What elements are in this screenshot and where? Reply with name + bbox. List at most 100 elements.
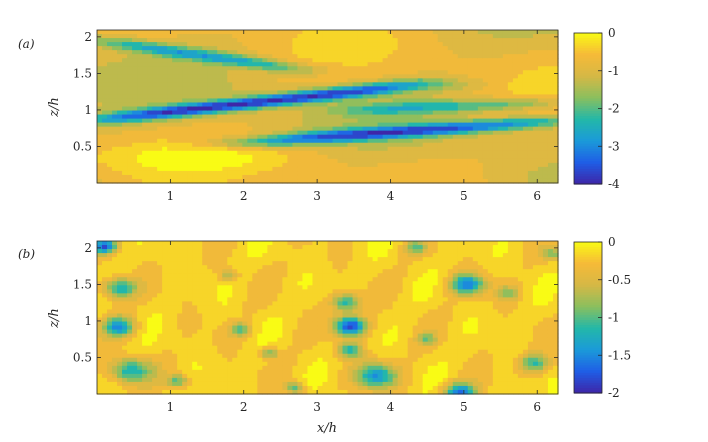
- heatmap-cell: [167, 38, 173, 43]
- heatmap-cell: [212, 341, 218, 347]
- heatmap-cell: [97, 30, 103, 35]
- heatmap-cell: [107, 86, 113, 91]
- heatmap-cell: [512, 146, 519, 152]
- heatmap-cell: [257, 289, 263, 294]
- heatmap-cell: [167, 98, 173, 104]
- heatmap-cell: [127, 74, 133, 79]
- heatmap-cell: [287, 170, 294, 176]
- heatmap-cell: [287, 94, 294, 100]
- heatmap-cell: [367, 38, 374, 43]
- heatmap-cell: [267, 317, 273, 323]
- heatmap-cell: [107, 130, 113, 136]
- heatmap-cell: [137, 170, 143, 176]
- heatmap-cell: [127, 357, 133, 363]
- colorbar-segment: [574, 60, 602, 64]
- heatmap-cell: [117, 281, 123, 286]
- heatmap-cell: [187, 154, 193, 160]
- heatmap-cell: [192, 62, 198, 67]
- heatmap-cell: [192, 317, 198, 323]
- heatmap-cell: [392, 150, 399, 156]
- heatmap-cell: [212, 74, 218, 79]
- heatmap-cell: [147, 126, 153, 132]
- heatmap-cell: [492, 114, 499, 120]
- heatmap-cell: [517, 142, 524, 148]
- heatmap-cell: [97, 293, 103, 298]
- heatmap-cell: [197, 325, 203, 331]
- heatmap-cell: [472, 58, 479, 63]
- heatmap-cell: [292, 106, 299, 112]
- heatmap-cell: [117, 257, 123, 262]
- heatmap-cell: [137, 174, 143, 180]
- heatmap-cell: [127, 42, 133, 47]
- heatmap-cell: [137, 353, 143, 359]
- heatmap-cell: [257, 142, 263, 148]
- heatmap-cell: [132, 62, 138, 67]
- heatmap-cell: [167, 102, 173, 108]
- heatmap-cell: [137, 381, 143, 387]
- heatmap-cell: [252, 385, 258, 391]
- heatmap-cell: [157, 385, 163, 391]
- heatmap-cell: [112, 46, 118, 51]
- heatmap-cell: [107, 174, 113, 180]
- heatmap-cell: [517, 170, 524, 176]
- heatmap-cell: [312, 146, 319, 152]
- heatmap-cell: [157, 293, 163, 298]
- heatmap-cell: [182, 178, 188, 184]
- heatmap-cell: [352, 30, 359, 35]
- heatmap-cell: [132, 70, 138, 75]
- heatmap-cell: [107, 333, 113, 339]
- colorbar-segment: [574, 48, 602, 52]
- heatmap-cell: [217, 106, 223, 112]
- heatmap-cell: [157, 130, 163, 136]
- heatmap-cell: [377, 94, 384, 100]
- heatmap-cell: [137, 86, 143, 91]
- heatmap-cell: [347, 50, 354, 55]
- heatmap-cell: [397, 98, 404, 104]
- heatmap-cell: [97, 110, 103, 116]
- heatmap-cell: [107, 118, 113, 124]
- heatmap-cell: [137, 261, 143, 266]
- heatmap-cell: [552, 30, 559, 35]
- heatmap-cell: [142, 150, 148, 156]
- heatmap-cell: [422, 146, 429, 152]
- heatmap-cell: [522, 42, 529, 47]
- heatmap-cell: [337, 94, 344, 100]
- y-tick-label: 1.5: [73, 66, 92, 80]
- heatmap-cell: [97, 122, 103, 128]
- heatmap-cell: [192, 305, 198, 311]
- heatmap-cell: [242, 74, 248, 79]
- heatmap-cell: [322, 122, 329, 128]
- heatmap-cell: [117, 114, 123, 120]
- heatmap-cell: [117, 138, 123, 144]
- heatmap-cell: [267, 333, 273, 339]
- heatmap-cell: [427, 66, 434, 71]
- heatmap-cell: [252, 54, 258, 59]
- heatmap-cell: [142, 146, 148, 152]
- heatmap-cell: [157, 313, 163, 319]
- heatmap-cell: [207, 90, 213, 96]
- heatmap-cell: [492, 130, 499, 136]
- heatmap-cell: [142, 389, 148, 395]
- heatmap-cell: [277, 42, 283, 47]
- heatmap-cell: [272, 297, 278, 302]
- heatmap-cell: [542, 54, 549, 59]
- heatmap-cell: [107, 162, 113, 168]
- heatmap-cell: [162, 269, 168, 274]
- heatmap-cell: [427, 102, 434, 108]
- heatmap-cell: [217, 285, 223, 290]
- heatmap-cell: [117, 30, 123, 35]
- heatmap-cell: [152, 130, 158, 136]
- heatmap-cell: [317, 66, 324, 71]
- heatmap-cell: [142, 38, 148, 43]
- heatmap-cell: [487, 78, 494, 83]
- heatmap-cell: [417, 102, 424, 108]
- heatmap-cell: [342, 58, 349, 63]
- heatmap-cell: [167, 74, 173, 79]
- heatmap-cell: [167, 245, 173, 250]
- heatmap-cell: [252, 285, 258, 290]
- heatmap-cell: [422, 174, 429, 180]
- heatmap-cell: [202, 361, 208, 367]
- heatmap-cell: [472, 62, 479, 67]
- heatmap-cell: [262, 130, 268, 136]
- heatmap-cell: [442, 170, 449, 176]
